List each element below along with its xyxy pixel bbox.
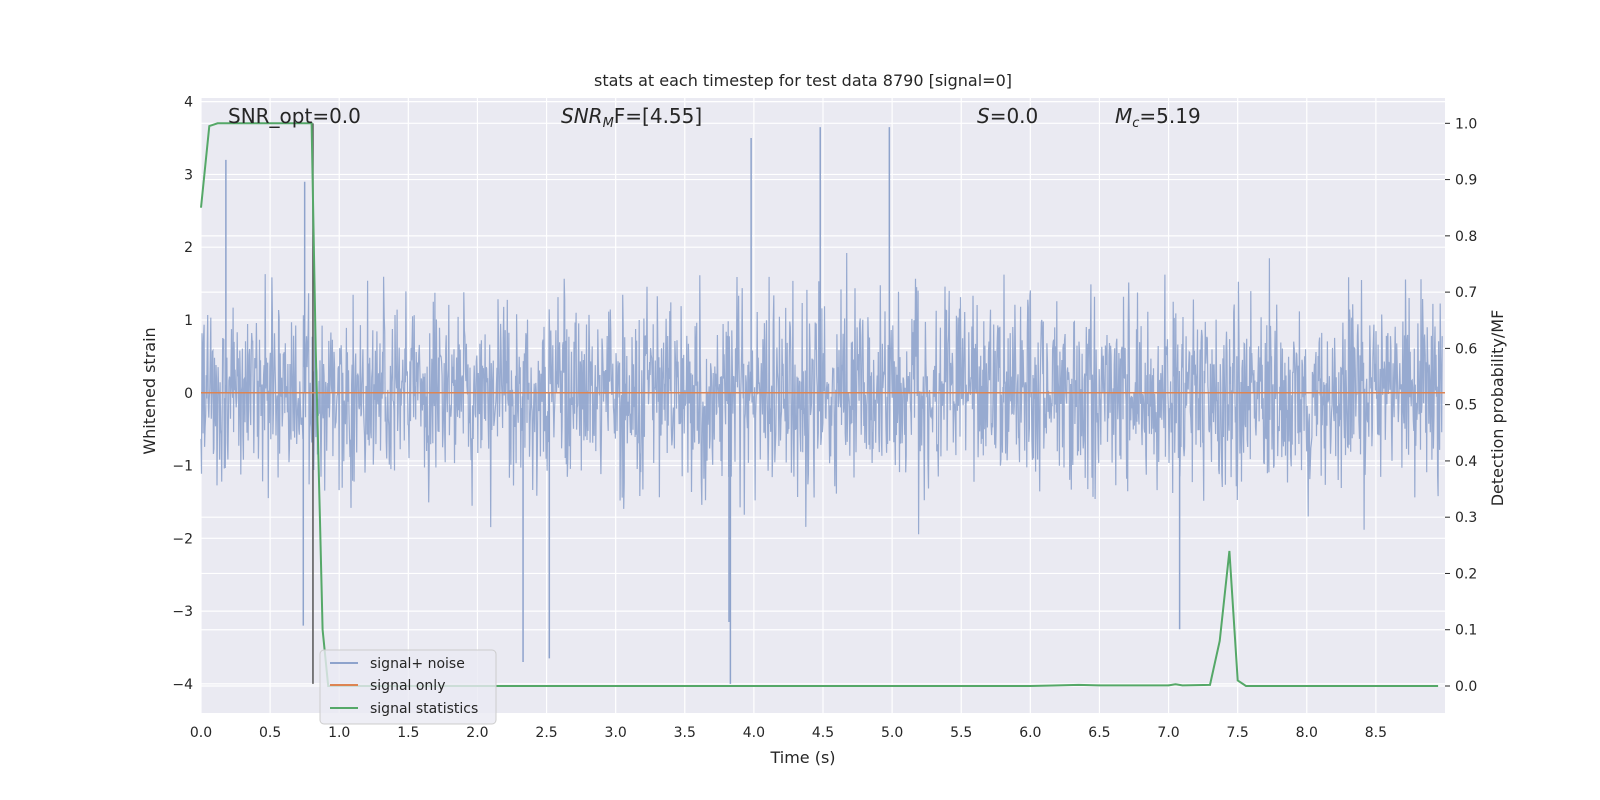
x-tick-label: 1.5 — [397, 725, 419, 741]
annotation-s-rest: =0.0 — [990, 104, 1039, 128]
y-tick-label-right: 0.1 — [1455, 623, 1477, 639]
y-tick-label-right: 1.0 — [1455, 116, 1477, 132]
legend-label-signal-statistics: signal statistics — [370, 701, 478, 717]
x-tick-label: 4.5 — [812, 725, 834, 741]
annotation-mc: Mc=5.19 — [1115, 104, 1201, 131]
annotation-s: S=0.0 — [977, 104, 1038, 128]
legend: signal+ noise signal only signal statist… — [319, 649, 497, 725]
annotation-snr-mf: SNRMF=[4.55] — [561, 104, 702, 131]
x-tick-label: 8.5 — [1365, 725, 1387, 741]
y-tick-label-right: 0.2 — [1455, 566, 1477, 582]
y-tick-label-right: 0.6 — [1455, 341, 1477, 357]
y-tick-label-left: −3 — [172, 604, 193, 620]
legend-box — [319, 649, 497, 725]
x-tick-label: 6.0 — [1019, 725, 1041, 741]
legend-label-signal-noise: signal+ noise — [370, 656, 465, 672]
x-tick-label: 2.5 — [535, 725, 557, 741]
series-layer — [200, 122, 1445, 687]
x-tick-label: 4.0 — [743, 725, 765, 741]
y-tick-label-left: −2 — [172, 531, 193, 547]
x-axis-label: Time (s) — [769, 748, 835, 767]
y-tick-label-right: 0.3 — [1455, 510, 1477, 526]
annotation-snr-opt: SNR_opt=0.0 — [228, 104, 361, 128]
legend-label-signal-only: signal only — [370, 678, 445, 694]
annotation-snr-mf-main: SNR — [561, 104, 603, 128]
series-signal-noise — [200, 127, 1443, 684]
y-tick-label-left: 2 — [184, 240, 193, 256]
y-tick-label-right: 0.9 — [1455, 173, 1477, 189]
chart-title: stats at each timestep for test data 879… — [594, 71, 1012, 90]
y-axis-label-left: Whitened strain — [140, 327, 159, 454]
annotation-mc-main: M — [1115, 104, 1132, 128]
x-tick-label: 7.5 — [1227, 725, 1249, 741]
annotation-s-main: S — [977, 104, 990, 128]
annotation-snr-mf-rest: F=[4.55] — [614, 104, 702, 128]
annotation-snr-mf-sub: M — [603, 116, 614, 131]
y-tick-label-left: 4 — [184, 95, 193, 111]
ticks: 0.0 0.5 1.0 1.5 2.0 2.5 3.0 3.5 4.0 4.5 5.0 5.5 6.0 6… — [172, 95, 1477, 741]
y-tick-label-right: 0.4 — [1455, 454, 1477, 470]
x-tick-label: 3.0 — [605, 725, 627, 741]
x-tick-label: 5.5 — [950, 725, 972, 741]
y-tick-label-right: 0.0 — [1455, 679, 1477, 695]
annotation-mc-sub: c — [1132, 116, 1139, 131]
x-tick-label: 2.0 — [466, 725, 488, 741]
x-tick-label: 3.5 — [674, 725, 696, 741]
line-signal-statistics — [200, 122, 1439, 687]
y-tick-label-left: 1 — [184, 313, 193, 329]
y-tick-label-right: 0.7 — [1455, 285, 1477, 301]
annotation-mc-rest: =5.19 — [1139, 104, 1200, 128]
x-tick-label: 0.0 — [190, 725, 212, 741]
x-tick-label: 5.0 — [881, 725, 903, 741]
x-tick-label: 6.5 — [1088, 725, 1110, 741]
x-tick-label: 7.0 — [1157, 725, 1179, 741]
x-tick-label: 1.0 — [328, 725, 350, 741]
y-tick-label-left: 3 — [184, 167, 193, 183]
line-signal-noise — [200, 252, 1443, 535]
x-tick-label: 8.0 — [1296, 725, 1318, 741]
y-tick-label-left: −4 — [172, 677, 193, 693]
y-tick-label-left: −1 — [172, 459, 193, 475]
y-tick-label-right: 0.8 — [1455, 229, 1477, 245]
y-tick-label-left: 0 — [184, 386, 193, 402]
x-tick-label: 0.5 — [259, 725, 281, 741]
y-tick-label-right: 0.5 — [1455, 398, 1477, 414]
y-axis-label-right: Detection probability/MF — [1488, 310, 1507, 507]
